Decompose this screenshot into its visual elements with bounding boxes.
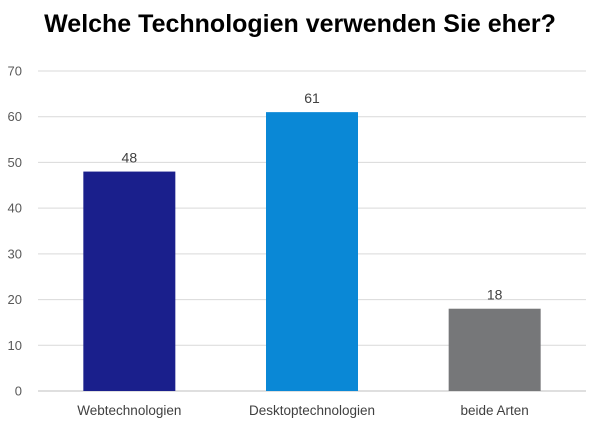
y-tick-label: 30 — [8, 246, 22, 261]
bar-layer — [83, 112, 541, 392]
data-label: 18 — [487, 287, 503, 303]
y-tick-label: 0 — [15, 384, 22, 399]
bar-desktoptechnologien — [266, 112, 358, 392]
bar-beide-arten — [448, 308, 541, 391]
y-tick-label: 10 — [8, 338, 22, 353]
x-category-label: Desktoptechnologien — [249, 403, 375, 418]
chart-title: Welche Technologien verwenden Sie eher? — [44, 10, 556, 38]
y-tick-label: 70 — [8, 64, 22, 79]
data-label: 48 — [122, 150, 138, 166]
y-tick-label: 40 — [8, 201, 22, 216]
x-category-label: Webtechnologien — [77, 403, 181, 418]
bar-webtechnologien — [83, 171, 176, 391]
y-tick-label: 20 — [8, 292, 22, 307]
x-category-label: beide Arten — [461, 403, 529, 418]
y-tick-label: 50 — [8, 155, 22, 170]
data-label: 61 — [304, 90, 320, 106]
label-layer: 0 10 20 30 40 50 60 70 48 Webtechnologien 61 Deskto… — [8, 64, 529, 419]
y-tick-label: 60 — [8, 109, 22, 124]
